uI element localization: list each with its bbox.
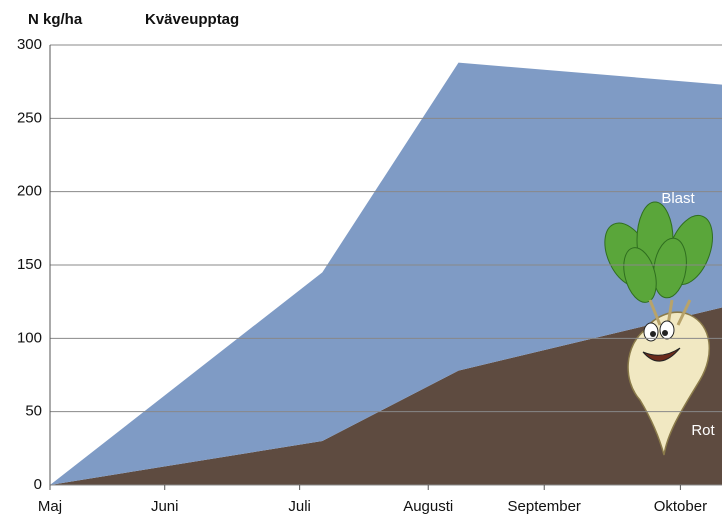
y-tick-label: 300: [17, 36, 42, 53]
x-tick-label: Juni: [151, 498, 179, 515]
chart-title: Kväveupptag: [145, 11, 239, 28]
series-label: Rot: [691, 422, 715, 439]
y-tick-label: 50: [25, 403, 42, 420]
y-tick-label: 0: [34, 476, 42, 493]
y-tick-label: 250: [17, 109, 42, 126]
x-tick-label: Juli: [288, 498, 311, 515]
chart: N kg/ha Kväveupptag 0 50 100 150 200 250 300 Ma…: [0, 0, 722, 519]
y-tick-label: 200: [17, 183, 42, 200]
y-tick-label: 100: [17, 329, 42, 346]
y-axis-label: N kg/ha: [28, 11, 83, 28]
series-label: Blast: [661, 190, 695, 207]
x-tick-label: Oktober: [654, 498, 707, 515]
x-tick-label: Maj: [38, 498, 62, 515]
x-tick-label: Augusti: [403, 498, 453, 515]
x-tick-label: September: [508, 498, 581, 515]
y-tick-label: 150: [17, 256, 42, 273]
